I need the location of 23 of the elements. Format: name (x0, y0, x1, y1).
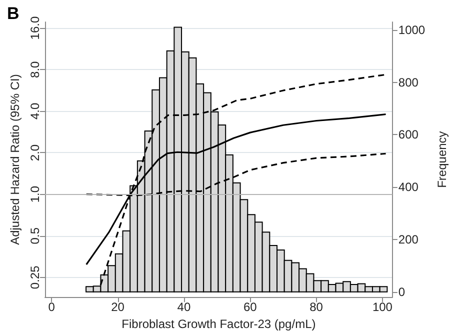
y2-tick-label: 400 (398, 180, 419, 194)
y-tick-label: 0.25 (28, 265, 42, 290)
y-tick-label: 1.0 (28, 186, 42, 203)
x-axis-title: Fibroblast Growth Factor-23 (pg/mL) (122, 317, 316, 331)
y2-tick-label: 600 (398, 128, 419, 142)
x-tick-label: 100 (372, 300, 393, 314)
y-axis-title: Adjusted Hazard Ratio (95% CI) (8, 74, 22, 245)
y-tick-label: 4.0 (28, 102, 42, 120)
x-tick-label: 20 (111, 300, 125, 314)
y-tick-label: 8.0 (28, 60, 42, 78)
x-tick-label: 60 (243, 300, 258, 314)
y2-tick-label: 0 (398, 284, 406, 299)
x-tick-label: 40 (177, 300, 191, 314)
y-tick-label: 16.0 (28, 16, 42, 40)
chart-title: B (7, 4, 20, 23)
y2-tick-label: 1000 (398, 22, 426, 37)
y2-axis-title: Frequency (435, 131, 449, 188)
y-tick-label: 0.5 (28, 227, 42, 244)
y2-tick-label: 800 (398, 75, 419, 90)
x-tick-label: 80 (310, 300, 324, 314)
y-tick-label: 2.0 (28, 144, 42, 162)
x-tick-label: 0 (48, 300, 56, 314)
y2-tick-label: 200 (398, 232, 419, 246)
